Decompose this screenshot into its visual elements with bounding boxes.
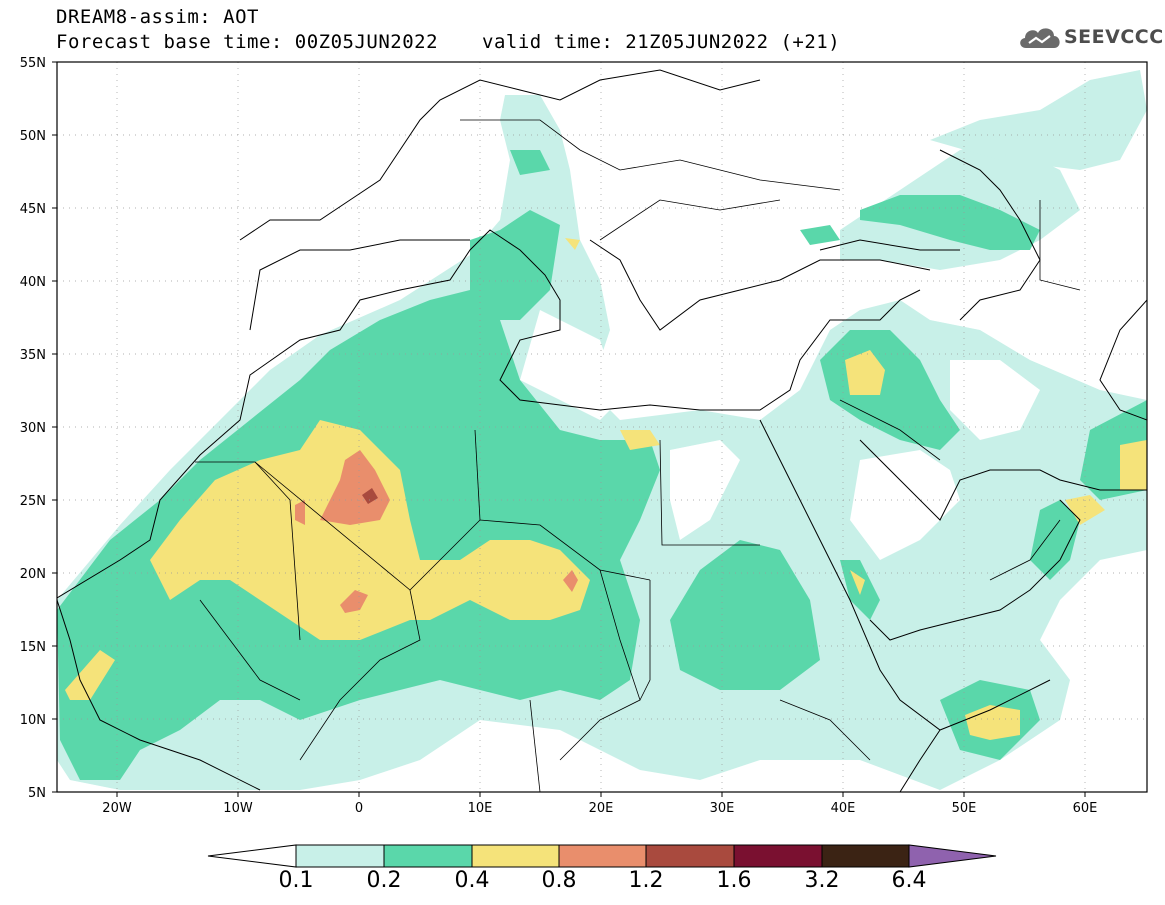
lat-label: 5N [28, 786, 46, 801]
lon-label: 10E [468, 801, 493, 816]
coastlines [57, 69, 1147, 792]
colorbar-label: 1.2 [628, 868, 664, 893]
colorbar-cell [645, 844, 735, 868]
lon-label: 40E [831, 801, 856, 816]
colorbar-label: 0.2 [366, 868, 402, 893]
lat-label: 15N [20, 640, 46, 655]
colorbar-label: 0.8 [541, 868, 577, 893]
lon-label: 20E [589, 801, 614, 816]
valid-time: valid time: 21Z05JUN2022 (+21) [482, 31, 841, 53]
logo-text: SEEVCCC [1064, 26, 1164, 48]
colorbar-cell [295, 844, 385, 868]
lat-label: 30N [20, 421, 46, 436]
lat-label: 40N [20, 275, 46, 290]
colorbar-label: 6.4 [891, 868, 927, 893]
lon-label: 60E [1073, 801, 1098, 816]
aot-field [57, 70, 1147, 790]
colorbar-low-arrow [207, 844, 297, 868]
colorbar-cell [821, 844, 910, 868]
colorbar-cell [558, 844, 647, 868]
lon-label: 30E [710, 801, 735, 816]
map-title: DREAM8-assim: AOT [56, 6, 259, 28]
lat-label: 50N [20, 129, 46, 144]
colorbar-cell [733, 844, 823, 868]
borders [195, 119, 1081, 792]
colorbar-label: 0.1 [278, 868, 314, 893]
colorbar-high-arrow [908, 844, 997, 868]
aot-contour-1.2 [362, 488, 378, 504]
lat-label: 25N [20, 494, 46, 509]
colorbar-cell [383, 844, 473, 868]
base-time: Forecast base time: 00Z05JUN2022 [56, 31, 439, 53]
colorbar-cell [471, 844, 560, 868]
lat-label: 35N [20, 348, 46, 363]
cloud-icon [1020, 28, 1060, 48]
lat-label: 10N [20, 713, 46, 728]
colorbar [207, 844, 997, 868]
lat-labels: 55N 50N 45N 40N 35N 30N 25N 20N 15N 10N … [20, 56, 46, 801]
lat-label: 20N [20, 567, 46, 582]
colorbar-label: 1.6 [716, 868, 752, 893]
lon-label: 20W [102, 801, 132, 816]
lon-label: 10W [223, 801, 253, 816]
aot-contour-0.8 [320, 450, 390, 525]
lon-label: 50E [952, 801, 977, 816]
lat-label: 45N [20, 202, 46, 217]
lat-label: 55N [20, 56, 46, 71]
colorbar-label: 3.2 [804, 868, 840, 893]
lon-label: 0 [355, 801, 363, 816]
ticks [52, 61, 1086, 797]
lon-labels: 20W 10W 0 10E 20E 30E 40E 50E 60E [102, 801, 1097, 816]
seevccc-logo: SEEVCCC [1016, 22, 1164, 52]
colorbar-label: 0.4 [454, 868, 490, 893]
